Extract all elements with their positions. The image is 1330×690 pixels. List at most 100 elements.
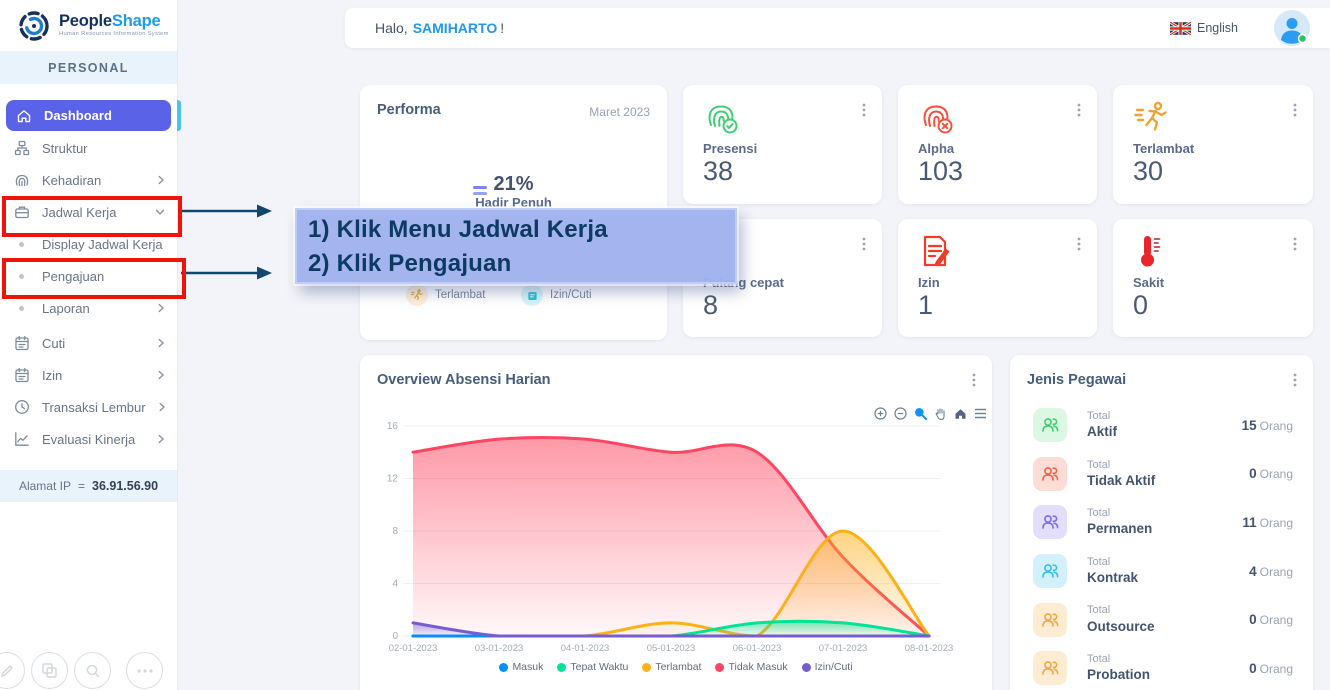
svg-text:8: 8	[392, 526, 398, 537]
ip-address-value: 36.91.56.90	[92, 479, 159, 493]
brand-logo[interactable]: PeopleShape Human Resources Information …	[0, 0, 177, 51]
svg-text:04-01-2023: 04-01-2023	[561, 643, 610, 654]
kebab-menu-icon[interactable]	[970, 371, 978, 389]
brand-logo-icon	[16, 8, 52, 44]
sidebar-nav: Dashboard Struktur Kehadiran Jadwal Kerj…	[0, 100, 177, 455]
brand-tagline: Human Resources Information System	[59, 31, 169, 38]
employee-count: 0 Orang	[1249, 660, 1293, 676]
kebab-menu-icon[interactable]	[1291, 235, 1299, 253]
users-icon	[1033, 651, 1067, 686]
employee-count: 11 Orang	[1242, 514, 1293, 530]
fingerprint-x-icon	[918, 99, 954, 135]
kebab-menu-icon[interactable]	[1291, 371, 1299, 389]
more-tool-button[interactable]	[126, 652, 163, 689]
selection-zoom-icon[interactable]	[914, 407, 927, 420]
user-avatar[interactable]	[1274, 10, 1310, 46]
copy-tool-button[interactable]	[31, 652, 68, 689]
stat-label: Alpha	[918, 141, 955, 156]
fingerprint-icon	[14, 172, 30, 188]
language-selector[interactable]: English	[1170, 21, 1238, 35]
zoom-in-icon[interactable]	[874, 407, 887, 420]
svg-text:4: 4	[392, 579, 398, 590]
calendar-icon	[521, 284, 543, 306]
stat-value: 38	[703, 156, 734, 186]
users-icon	[1033, 408, 1067, 443]
svg-text:08-01-2023: 08-01-2023	[905, 643, 954, 654]
chevron-right-icon	[157, 370, 165, 380]
chart-legend: Masuk Tepat Waktu Terlambat Tidak Masuk Izin…	[360, 661, 992, 673]
users-icon	[1033, 602, 1067, 637]
kebab-menu-icon[interactable]	[1075, 235, 1083, 253]
sidebar-item-display-jadwal-kerja[interactable]: Display Jadwal Kerja	[0, 228, 177, 260]
calendar-icon	[14, 335, 30, 351]
thermometer-icon	[1133, 233, 1169, 269]
sidebar-item-kehadiran[interactable]: Kehadiran	[0, 164, 177, 196]
kebab-menu-icon[interactable]	[1291, 101, 1299, 119]
kebab-menu-icon[interactable]	[1075, 101, 1083, 119]
stat-value: 103	[918, 156, 964, 186]
stat-value: 1	[918, 290, 934, 320]
users-icon	[1033, 505, 1067, 540]
runner-icon	[406, 284, 428, 306]
users-icon	[1033, 456, 1067, 491]
performa-card: Performa Maret 2023 21% Hadir Penuh Terl…	[360, 85, 667, 340]
kebab-menu-icon[interactable]	[860, 101, 868, 119]
stat-card-pulang-cepat: Pulang cepat 8	[683, 219, 882, 337]
pan-icon[interactable]	[934, 407, 947, 420]
sidebar-item-cuti[interactable]: Cuti	[0, 327, 177, 359]
chart-title: Overview Absensi Harian	[377, 372, 551, 388]
legend-dot-icon	[715, 662, 725, 672]
legend-bars-icon	[473, 186, 487, 195]
svg-text:12: 12	[387, 474, 399, 485]
uk-flag-icon	[1170, 21, 1191, 35]
stat-card-alpha: Alpha 103	[898, 85, 1097, 204]
zoom-out-icon[interactable]	[894, 407, 907, 420]
home-icon[interactable]	[954, 407, 967, 420]
svg-text:05-01-2023: 05-01-2023	[647, 643, 696, 654]
sidebar-item-transaksi-lembur[interactable]: Transaksi Lembur	[0, 391, 177, 423]
chevron-right-icon	[157, 175, 165, 185]
legend-item-terlambat[interactable]: Terlambat	[642, 661, 701, 673]
sidebar-item-evaluasi-kinerja[interactable]: Evaluasi Kinerja	[0, 423, 177, 455]
employee-type-list: Total Aktif 15 Orang Total Tidak Aktif 0 Ora…	[1010, 401, 1313, 690]
legend-item-tidak-masuk[interactable]: Tidak Masuk	[715, 661, 788, 673]
sidebar-item-dashboard[interactable]: Dashboard	[6, 100, 171, 131]
sidebar-item-izin[interactable]: Izin	[0, 359, 177, 391]
stat-card-sakit: Sakit 0	[1113, 219, 1313, 337]
svg-text:0: 0	[392, 631, 398, 642]
employee-type-row-permanen: Total Permanen 11 Orang	[1010, 498, 1313, 547]
search-tool-button[interactable]	[74, 652, 111, 689]
bullet-icon	[19, 273, 24, 279]
performa-period: Maret 2023	[589, 105, 650, 119]
legend-item-masuk[interactable]: Masuk	[499, 661, 543, 673]
chart-toolbar	[874, 407, 987, 420]
sidebar-section-label: PERSONAL	[0, 51, 177, 84]
legend-item-tepat-waktu[interactable]: Tepat Waktu	[557, 661, 628, 673]
legend-item-izin-cuti[interactable]: Izin/Cuti	[801, 661, 853, 673]
employee-type-row-outsource: Total Outsource 0 Orang	[1010, 595, 1313, 644]
menu-icon[interactable]	[974, 408, 987, 419]
stat-label: Presensi	[703, 141, 758, 156]
svg-text:16: 16	[387, 421, 399, 432]
topbar: Halo, SAMIHARTO! English	[345, 8, 1330, 48]
kebab-menu-icon[interactable]	[860, 235, 868, 253]
jenis-pegawai-card: Jenis Pegawai Total Aktif 15 Orang Total Ti…	[1010, 355, 1313, 690]
pencil-tool-button[interactable]	[0, 652, 25, 689]
home-icon	[16, 108, 32, 124]
sidebar-item-pengajuan[interactable]: Pengajuan	[0, 260, 177, 292]
document-pencil-icon	[918, 233, 952, 269]
sidebar-item-laporan[interactable]: Laporan	[0, 292, 177, 324]
legend-dot-icon	[499, 662, 509, 672]
svg-text:07-01-2023: 07-01-2023	[819, 643, 868, 654]
stat-card-izin: Izin 1	[898, 219, 1097, 337]
stat-label: Pulang cepat	[703, 275, 784, 290]
username: SAMIHARTO	[412, 20, 498, 36]
performa-legend-izin-cuti: Izin/Cuti	[521, 284, 592, 306]
sidebar-item-jadwal-kerja[interactable]: Jadwal Kerja	[0, 196, 177, 228]
briefcase-icon	[14, 204, 30, 220]
legend-dot-icon	[557, 662, 567, 672]
absensi-area-chart[interactable]: 0 4 8 12 16 02-01-2023 03-01-2023 04-01-2023 05-…	[368, 418, 983, 668]
users-icon	[1033, 554, 1067, 589]
sidebar-item-struktur[interactable]: Struktur	[0, 132, 177, 164]
employee-type-row-probation: Total Probation 0 Orang	[1010, 644, 1313, 690]
